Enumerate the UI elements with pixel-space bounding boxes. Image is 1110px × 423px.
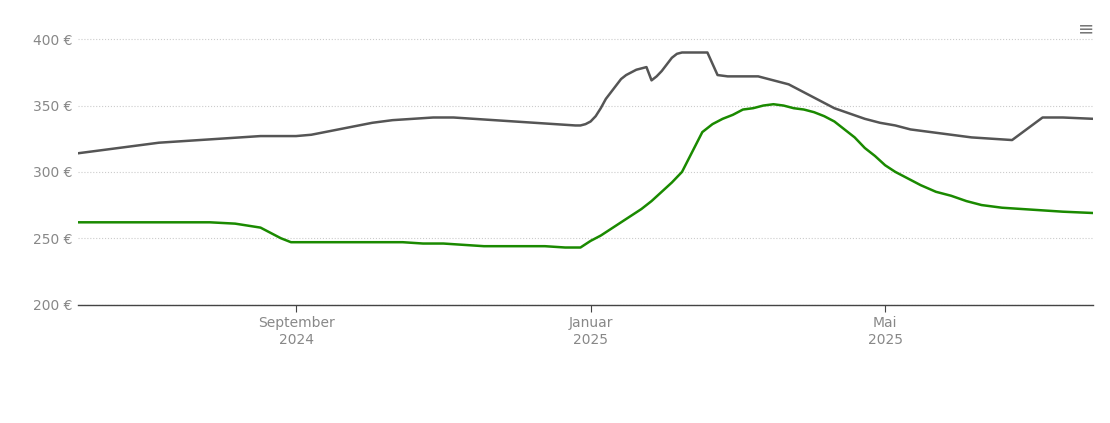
Text: ≡: ≡ [1078,19,1094,38]
Legend: lose Ware, Sackware: lose Ware, Sackware [470,418,702,423]
